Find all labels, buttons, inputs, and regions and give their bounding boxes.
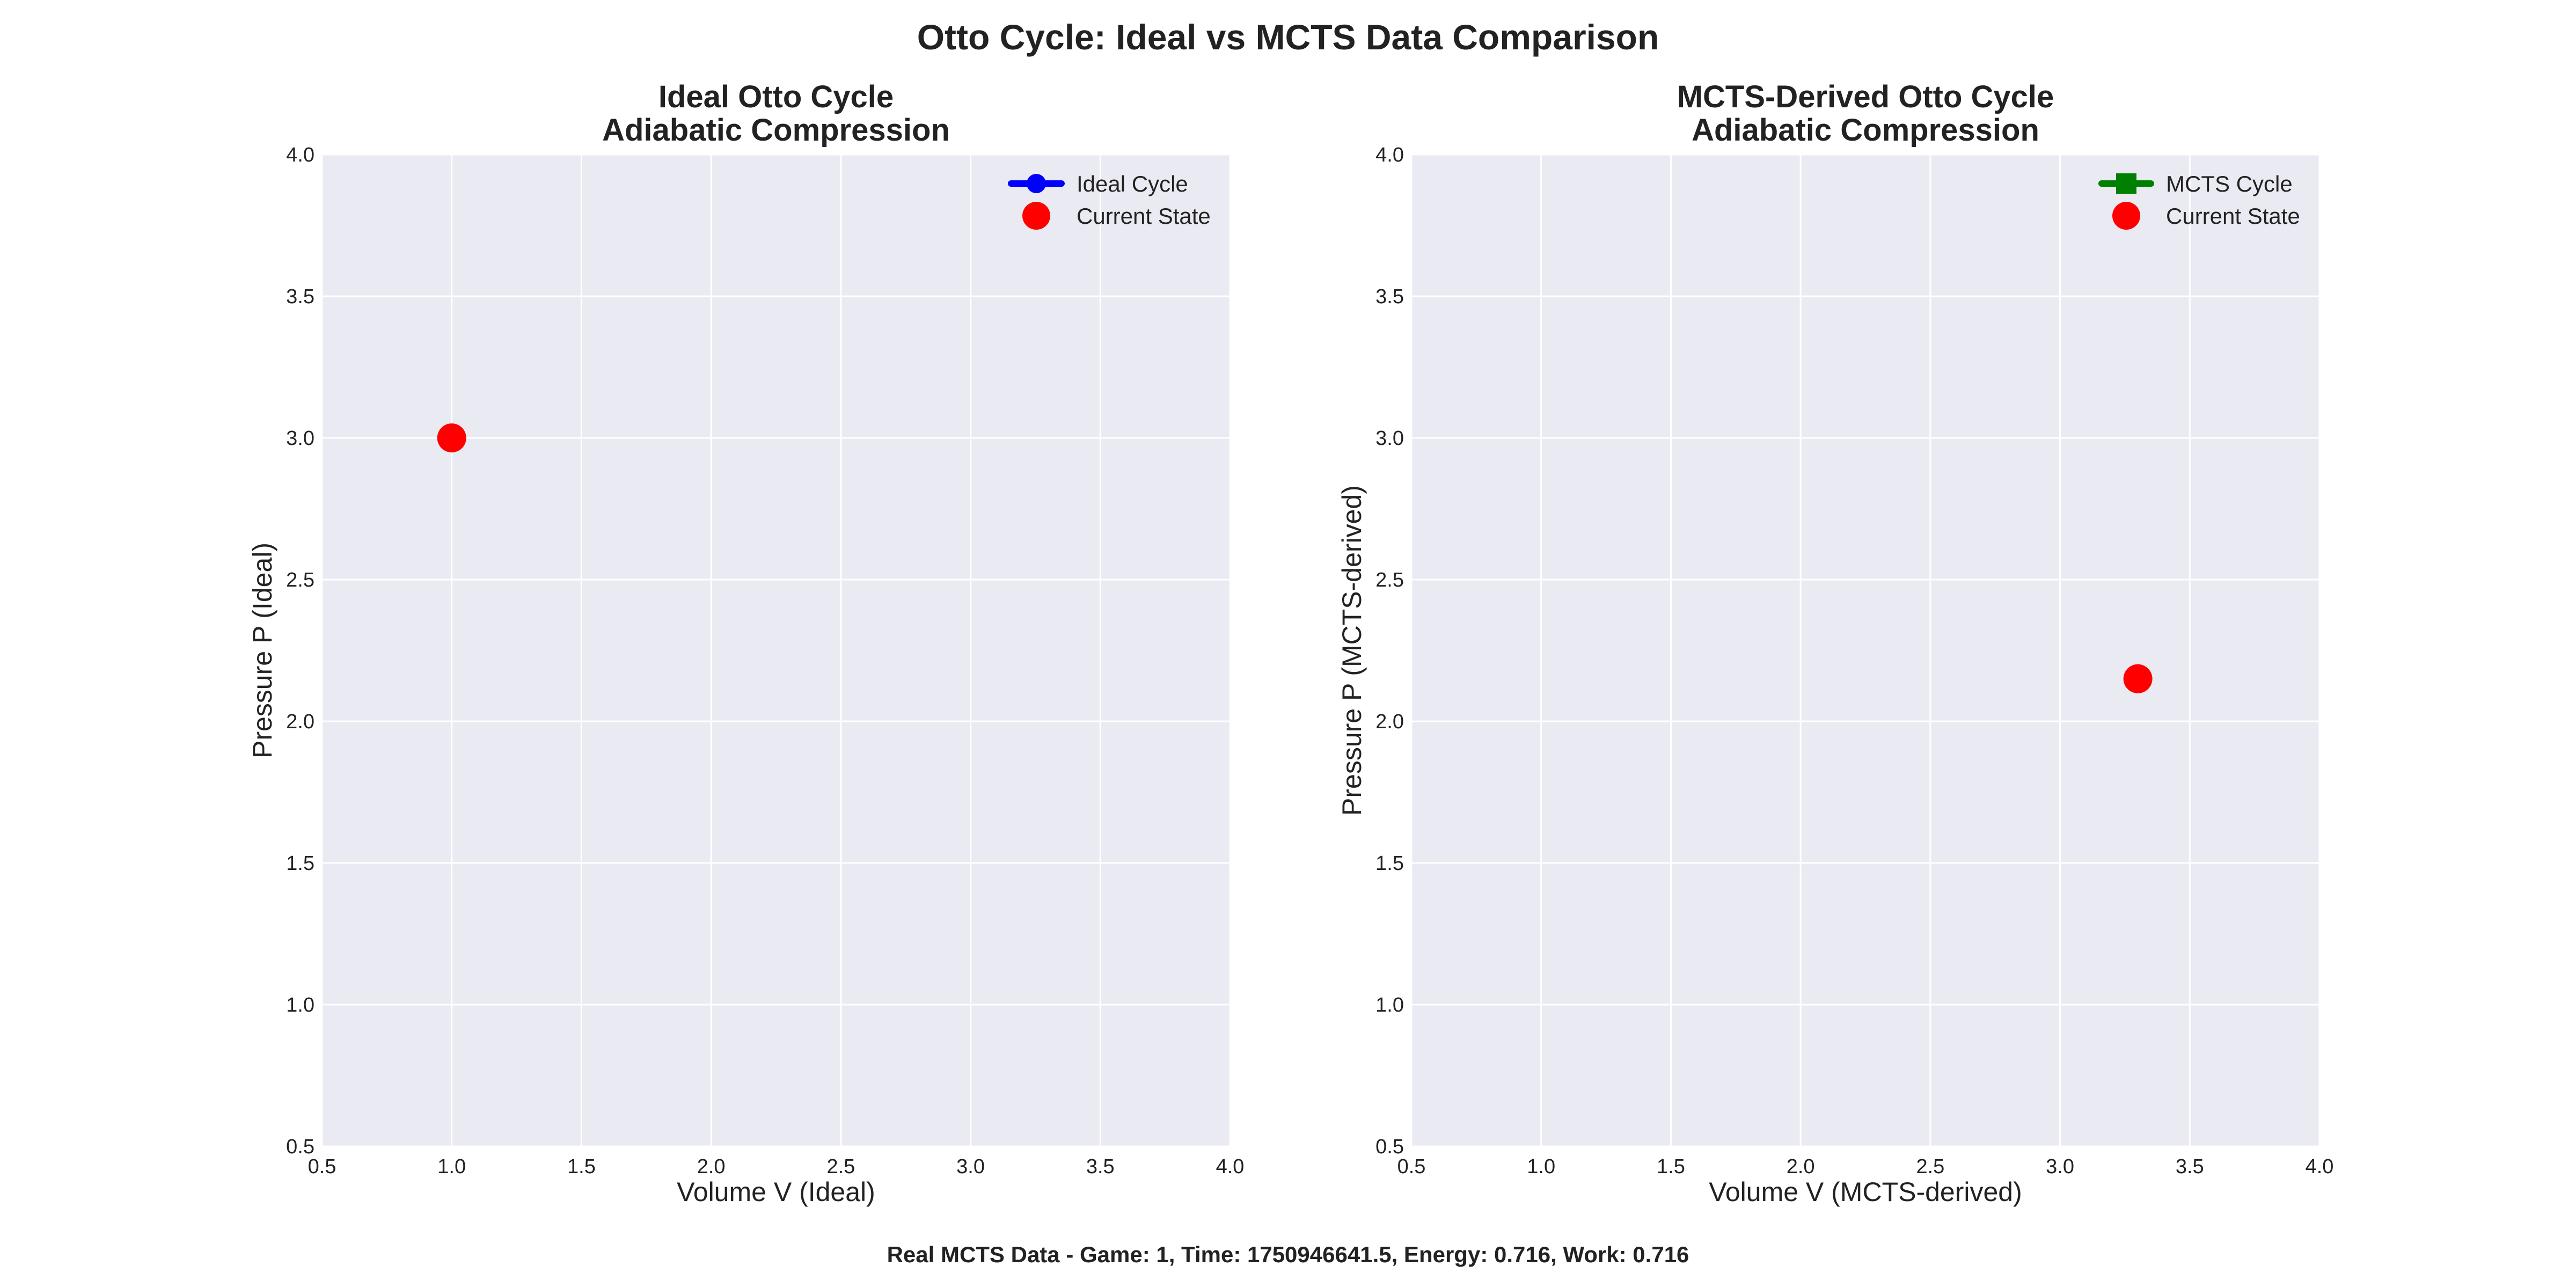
mcts-y-tick-label: 3.5	[1375, 286, 1404, 308]
legend-current-state-label: Current State	[1077, 203, 1211, 229]
ideal-x-tick-label: 1.0	[437, 1155, 466, 1178]
footer-info: Real MCTS Data - Game: 1, Time: 17509466…	[887, 1242, 1689, 1267]
figure-title: Otto Cycle: Ideal vs MCTS Data Compariso…	[917, 17, 1659, 57]
mcts-chart-title-line2: Adiabatic Compression	[1692, 113, 2039, 148]
mcts-grid	[1410, 153, 2321, 1147]
ideal-y-tick-label: 2.5	[286, 569, 314, 591]
ideal-y-tick-label: 1.5	[286, 852, 314, 875]
mcts-legend: MCTS Cycle Current State	[2098, 171, 2300, 230]
mcts-x-tick-label: 3.5	[2176, 1155, 2204, 1178]
ideal-y-axis-label: Pressure P (Ideal)	[247, 543, 277, 758]
mcts-y-tick-label: 1.0	[1375, 994, 1404, 1016]
legend-current-state-label: Current State	[2166, 203, 2300, 229]
ideal-plot-area	[322, 155, 1230, 1146]
ideal-marks	[437, 423, 466, 452]
mcts-y-axis-label: Pressure P (MCTS-derived)	[1337, 485, 1367, 816]
mcts-y-tick-label: 0.5	[1375, 1136, 1404, 1158]
ideal-y-tick-label: 4.0	[286, 144, 314, 166]
ideal-y-tick-label: 1.0	[286, 994, 314, 1016]
legend-current-state-marker	[2112, 202, 2140, 230]
ideal-x-axis-label: Volume V (Ideal)	[677, 1177, 875, 1207]
ideal-ticks: 0.5 1.0 1.5 2.0 2.5 3.0 3.5 4.0 0.5 1.0 1.5 2.0 2.5 3…	[286, 144, 1244, 1178]
mcts-y-tick-label: 4.0	[1375, 144, 1404, 166]
mcts-y-tick-label: 2.0	[1375, 711, 1404, 733]
mcts-x-tick-label: 1.0	[1527, 1155, 1555, 1178]
mcts-y-tick-label: 1.5	[1375, 852, 1404, 875]
legend-current-state-marker	[1022, 202, 1050, 230]
ideal-y-tick-label: 3.0	[286, 427, 314, 450]
legend-ideal-cycle-marker	[1027, 174, 1046, 193]
ideal-x-tick-label: 2.0	[697, 1155, 726, 1178]
legend-mcts-cycle-marker	[2116, 173, 2136, 194]
ideal-x-tick-label: 4.0	[1216, 1155, 1245, 1178]
mcts-x-tick-label: 0.5	[1397, 1155, 1426, 1178]
ideal-x-tick-label: 3.5	[1086, 1155, 1115, 1178]
mcts-x-tick-label: 4.0	[2306, 1155, 2334, 1178]
ideal-current-state-point	[437, 423, 466, 452]
ideal-chart-title-line2: Adiabatic Compression	[602, 113, 950, 148]
mcts-plot-area	[1411, 155, 2319, 1146]
ideal-grid	[321, 153, 1231, 1147]
mcts-x-axis-label: Volume V (MCTS-derived)	[1709, 1177, 2022, 1207]
ideal-y-tick-label: 3.5	[286, 286, 314, 308]
mcts-x-tick-label: 1.5	[1657, 1155, 1685, 1178]
ideal-x-tick-label: 1.5	[567, 1155, 596, 1178]
legend-ideal-cycle-label: Ideal Cycle	[1077, 171, 1188, 196]
ideal-x-tick-label: 2.5	[826, 1155, 855, 1178]
mcts-chart-title-line1: MCTS-Derived Otto Cycle	[1677, 79, 2054, 114]
mcts-current-state-point	[2123, 664, 2153, 693]
mcts-y-tick-label: 2.5	[1375, 569, 1404, 591]
legend-mcts-cycle-label: MCTS Cycle	[2166, 171, 2293, 196]
ideal-y-tick-label: 0.5	[286, 1136, 314, 1158]
ideal-chart: Ideal Otto Cycle Adiabatic Compression 0…	[247, 79, 1244, 1207]
mcts-chart: MCTS-Derived Otto Cycle Adiabatic Compre…	[1337, 79, 2333, 1207]
mcts-x-tick-label: 3.0	[2046, 1155, 2074, 1178]
mcts-ticks: 0.5 1.0 1.5 2.0 2.5 3.0 3.5 4.0 0.5 1.0 1.5 2.0 2.5 3…	[1375, 144, 2333, 1178]
mcts-x-tick-label: 2.5	[1916, 1155, 1944, 1178]
ideal-y-tick-label: 2.0	[286, 711, 314, 733]
ideal-x-tick-label: 0.5	[308, 1155, 336, 1178]
mcts-y-tick-label: 3.0	[1375, 427, 1404, 450]
ideal-chart-title-line1: Ideal Otto Cycle	[658, 79, 894, 114]
mcts-x-tick-label: 2.0	[1787, 1155, 1815, 1178]
mcts-marks	[2123, 664, 2153, 693]
ideal-legend: Ideal Cycle Current State	[1008, 171, 1211, 230]
ideal-x-tick-label: 3.0	[956, 1155, 985, 1178]
